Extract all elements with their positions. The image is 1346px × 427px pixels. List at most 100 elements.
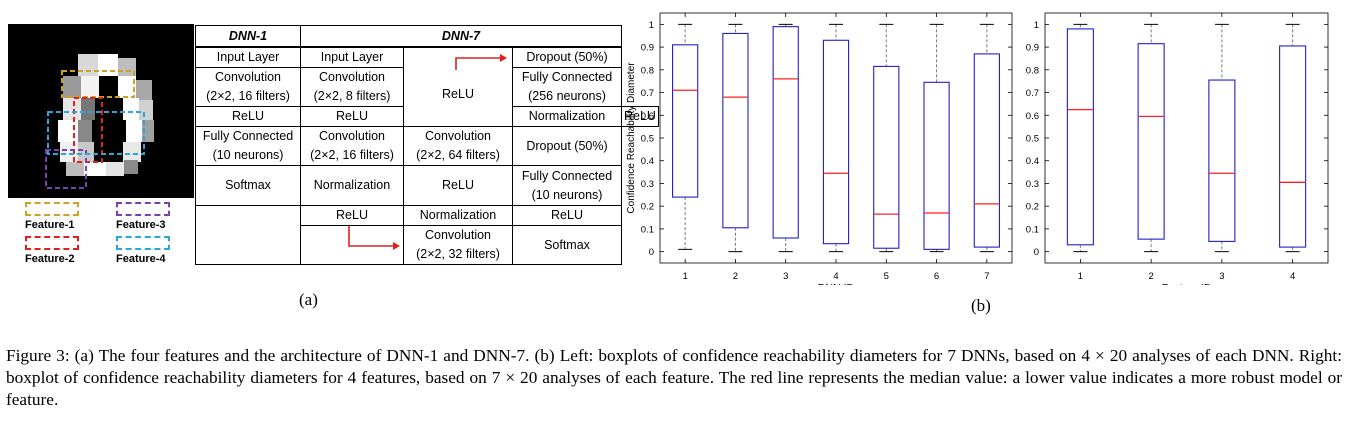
x-tick-label: 4 [833, 271, 838, 282]
dnn7-layer: Convolution [424, 228, 491, 242]
y-tick-label: 0 [649, 247, 654, 258]
box [1137, 43, 1165, 240]
x-tick-label: 5 [884, 271, 889, 282]
dnn7-layer: Fully Connected [521, 168, 613, 183]
architecture-table: DNN-1 DNN-7 Input Layer Input Layer ReLU… [195, 25, 659, 265]
empty-cell [195, 205, 301, 226]
digit-strokes [58, 54, 154, 176]
dnn7-layer-cell: Fully Connected (256 neurons) [512, 67, 622, 107]
dnn7-layer: ReLU [300, 205, 404, 226]
x-tick-label: 1 [1078, 271, 1083, 282]
dnn7-layer: ReLU [300, 106, 404, 127]
dnn7-layer: ReLU [621, 106, 659, 127]
dnn-boxplot-chart: 0 0.1 0.2 0.3 0.4 0.5 0.6 0.7 0.8 0.9 1 1 2 3 4 5 6 7 DNN … [626, 12, 1013, 285]
mnist-digit-image [8, 24, 194, 198]
box [1066, 28, 1094, 246]
x-tick-label: 2 [733, 271, 738, 282]
x-axis-label: Feature ID [1162, 282, 1212, 285]
y-axis-label: Confidence Reachability Diameter [626, 62, 637, 214]
dnn1-layer-detail: (10 neurons) [212, 148, 284, 162]
flow-arrow-bottom [348, 226, 400, 250]
dnn1-layer: ReLU [195, 106, 301, 127]
dnn7-layer-cell: Convolution (2×2, 16 filters) [300, 126, 404, 166]
dnn1-layer: Fully Connected [202, 129, 294, 143]
box [772, 26, 799, 239]
feature-3-region [45, 149, 87, 189]
dnn1-layer: Softmax [195, 165, 301, 206]
dnn1-layer: Convolution [214, 70, 281, 84]
dnn7-layer-cell: Convolution (2×2, 32 filters) [403, 225, 513, 265]
dnn7-layer-cell: Convolution (2×2, 8 filters) [300, 67, 404, 107]
dnn1-layer: Input Layer [195, 46, 301, 68]
box [1208, 79, 1236, 242]
dnn7-layer-detail: (2×2, 16 filters) [310, 148, 394, 162]
y-tick-label: 0.9 [1026, 43, 1039, 54]
y-tick-label: 0.8 [1026, 65, 1039, 76]
dnn7-layer-detail: (2×2, 64 filters) [416, 148, 500, 162]
feature-4-region [47, 111, 145, 155]
dnn7-layer: ReLU [512, 205, 622, 226]
dnn7-layer: Input Layer [300, 46, 404, 68]
y-tick-label: 1 [649, 20, 654, 31]
arrow-cell [300, 225, 404, 265]
box [873, 65, 900, 249]
dnn7-layer: Convolution [318, 70, 385, 84]
feature-2-swatch [25, 236, 79, 250]
y-tick-label: 0.4 [1026, 156, 1039, 167]
dnn7-layer: Softmax [512, 225, 622, 265]
dnn7-layer: Normalization [300, 165, 404, 206]
feature-1-label: Feature-1 [25, 219, 75, 231]
dnn7-layer-detail: (2×2, 32 filters) [416, 247, 500, 261]
y-tick-label: 0.3 [641, 179, 654, 190]
dnn7-layer-detail: (2×2, 8 filters) [313, 89, 391, 103]
x-tick-label: 2 [1148, 271, 1153, 282]
x-tick-label: 3 [783, 271, 788, 282]
box [973, 53, 1000, 248]
dnn7-layer: Dropout (50%) [512, 126, 622, 166]
feature-2-label: Feature-2 [25, 253, 75, 265]
y-tick-label: 0.1 [641, 224, 654, 235]
dnn7-layer: Normalization [403, 205, 513, 226]
empty-cell [195, 225, 301, 265]
y-tick-label: 0.4 [641, 156, 654, 167]
dnn7-layer: ReLU [403, 165, 513, 206]
dnn7-layer: Dropout (50%) [512, 46, 622, 68]
y-tick-label: 0.7 [641, 88, 654, 99]
y-tick-label: 1 [1034, 20, 1039, 31]
relu-with-arrow-cell: ReLU [403, 46, 513, 127]
y-tick-label: 0.6 [1026, 111, 1039, 122]
x-tick-label: 4 [1290, 271, 1295, 282]
box [722, 32, 749, 229]
feature-4-swatch [116, 236, 170, 250]
box [672, 44, 699, 198]
dnn7-layer: Convolution [318, 129, 385, 143]
y-tick-label: 0.5 [1026, 134, 1039, 145]
feature-3-swatch [116, 202, 170, 216]
feature-2-region [73, 97, 103, 163]
dnn7-layer: ReLU [442, 86, 474, 101]
dnn7-layer: Normalization [512, 106, 622, 127]
subfigure-b-label: (b) [971, 296, 991, 315]
header-dnn7: DNN-7 [300, 25, 622, 48]
dnn1-layer-cell: Fully Connected (10 neurons) [195, 126, 301, 166]
flow-arrow-top [455, 54, 507, 70]
y-tick-label: 0.1 [1026, 224, 1039, 235]
box [1279, 45, 1307, 248]
x-tick-label: 7 [984, 271, 989, 282]
dnn7-layer: Convolution [424, 129, 491, 143]
x-tick-label: 1 [682, 271, 687, 282]
x-axis-label: DNN ID [818, 282, 855, 285]
feature-3-label: Feature-3 [116, 219, 166, 231]
y-tick-label: 0.9 [641, 43, 654, 54]
digit-pixels [45, 54, 154, 189]
x-tick-label: 6 [934, 271, 939, 282]
y-tick-label: 0.6 [641, 111, 654, 122]
y-tick-label: 0 [1034, 247, 1039, 258]
box [923, 81, 950, 250]
dnn7-layer-cell: Fully Connected (10 neurons) [512, 165, 622, 206]
x-tick-label: 3 [1219, 271, 1224, 282]
figure-caption: Figure 3: (a) The four features and the … [6, 346, 1342, 409]
y-tick-label: 0.2 [1026, 202, 1039, 213]
y-tick-label: 0.3 [1026, 179, 1039, 190]
dnn1-layer-detail: (2×2, 16 filters) [206, 89, 290, 103]
